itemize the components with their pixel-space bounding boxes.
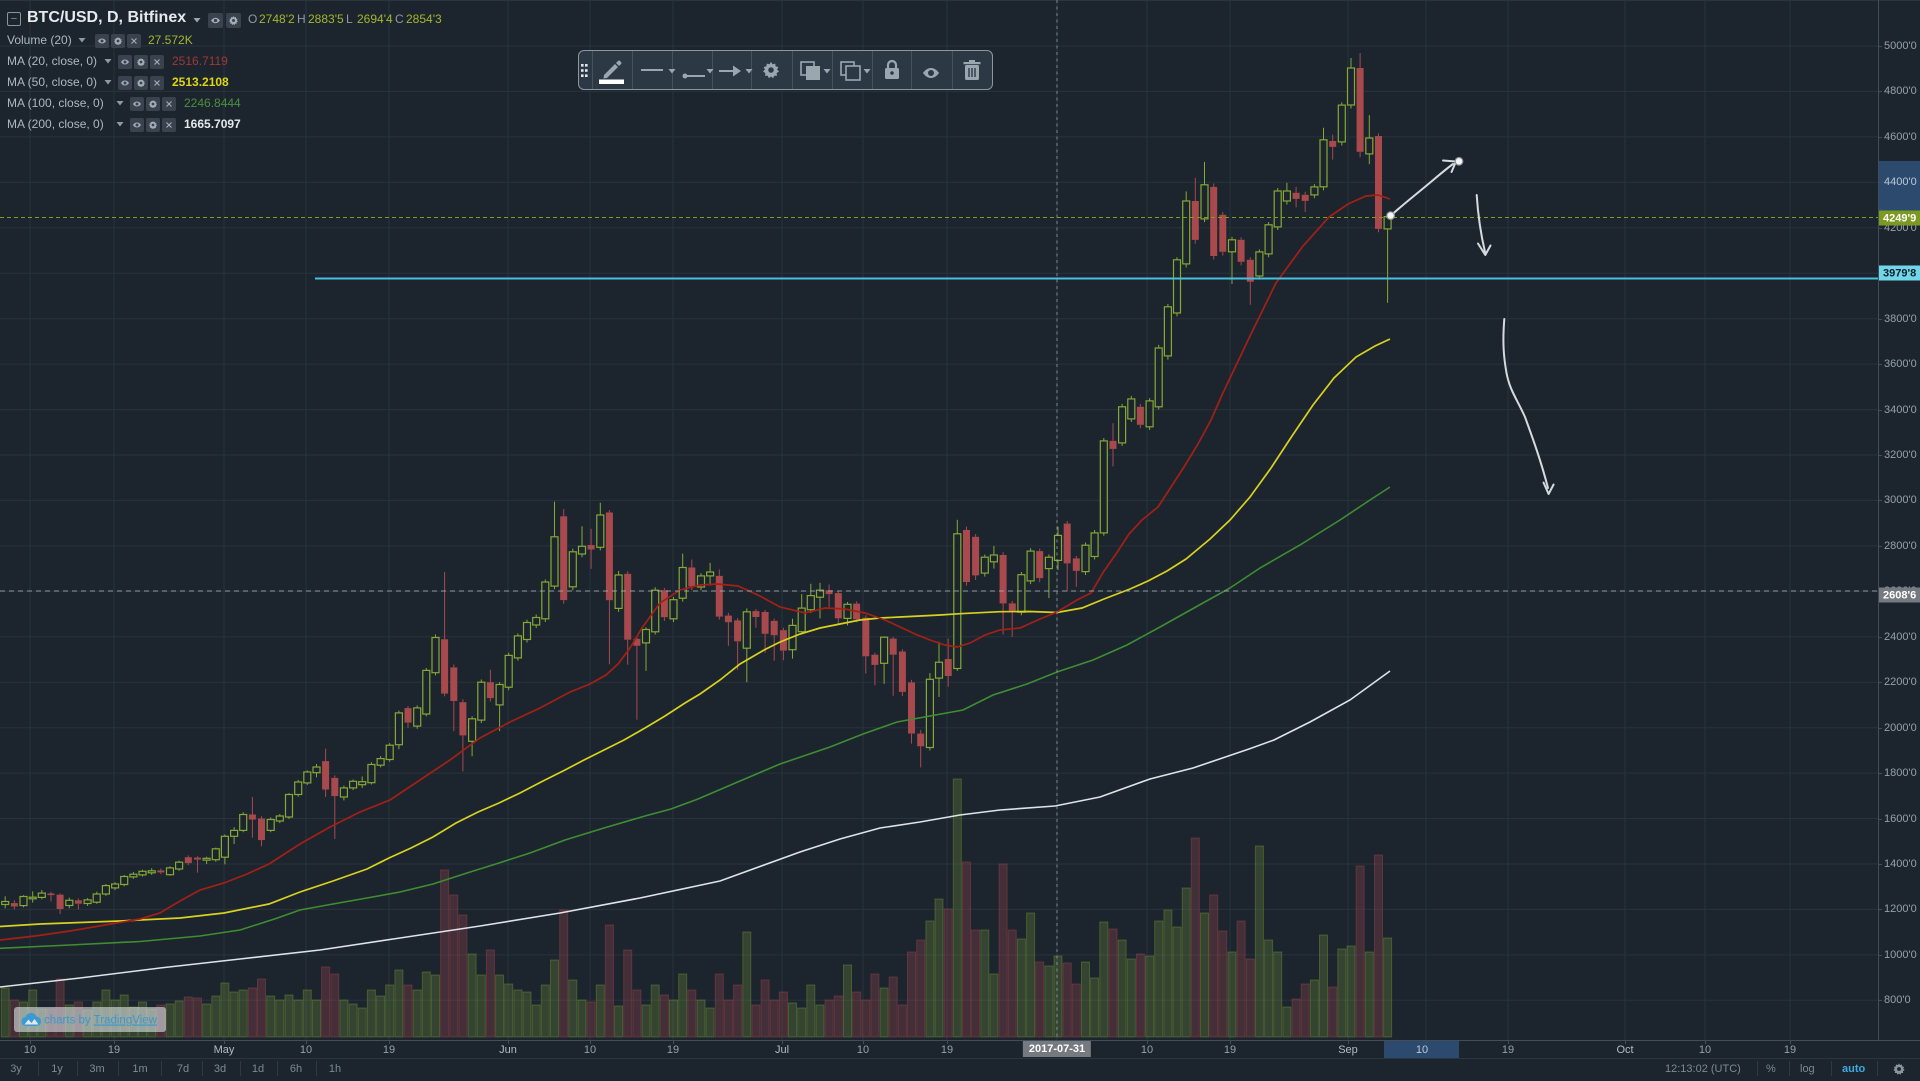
- svg-text:charts by TradingView: charts by TradingView: [44, 1015, 158, 1027]
